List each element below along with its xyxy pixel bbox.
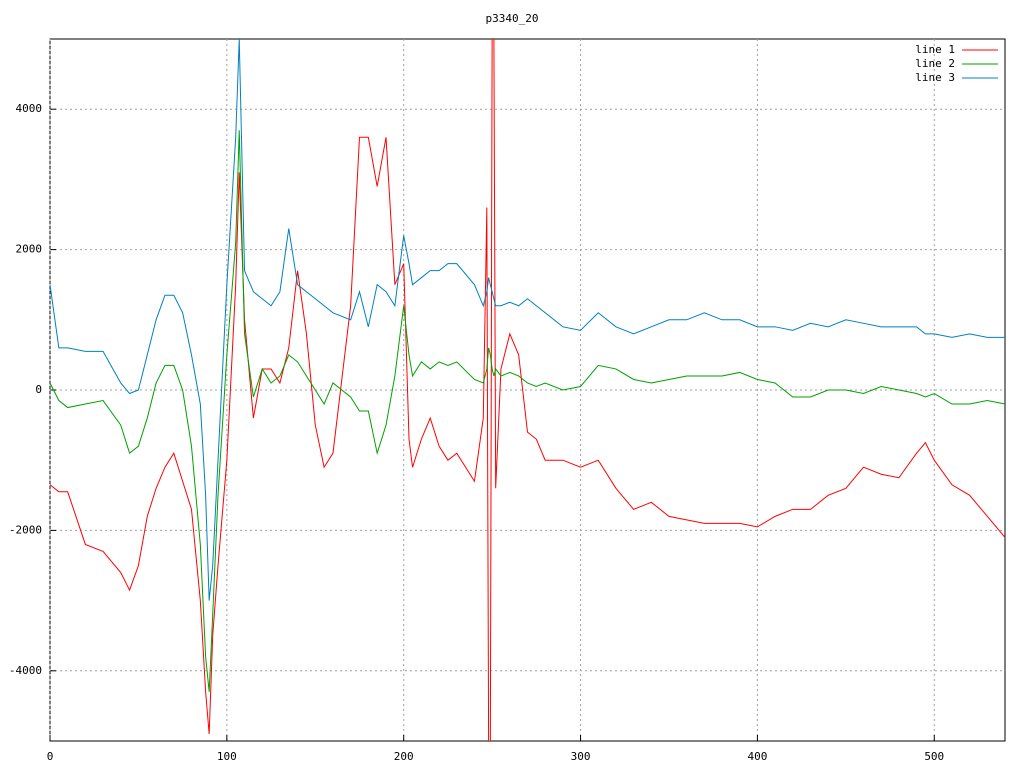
data-line	[50, 130, 1005, 692]
x-tick-label: 500	[924, 750, 944, 763]
chart-title: p3340_20	[486, 12, 539, 25]
y-tick-label: 2000	[16, 243, 43, 256]
legend-label: line 1	[915, 43, 955, 56]
x-tick-label: 400	[747, 750, 767, 763]
y-tick-label: 0	[35, 383, 42, 396]
data-line	[50, 39, 1005, 601]
y-tick-label: 4000	[16, 102, 43, 115]
x-tick-label: 0	[47, 750, 54, 763]
x-tick-label: 200	[394, 750, 414, 763]
x-tick-label: 100	[217, 750, 237, 763]
legend-label: line 3	[915, 71, 955, 84]
y-tick-label: -4000	[9, 664, 42, 677]
data-line	[50, 39, 1005, 741]
legend-label: line 2	[915, 57, 955, 70]
x-tick-label: 300	[571, 750, 591, 763]
y-tick-label: -2000	[9, 523, 42, 536]
